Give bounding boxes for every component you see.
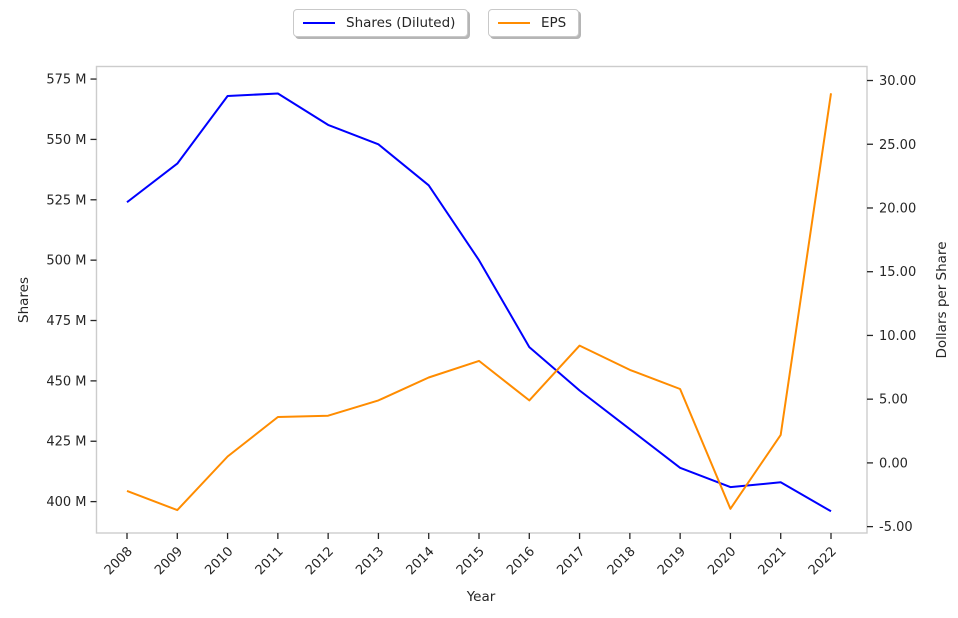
x-axis-label: Year: [466, 589, 496, 605]
y-right-tick-label: -5.00: [879, 520, 913, 535]
y-left-tick-label: 500 M: [46, 254, 86, 269]
x-tick-label: 2013: [353, 544, 387, 578]
legend-label-shares: Shares (Diluted): [346, 15, 456, 31]
x-tick-label: 2021: [756, 544, 790, 578]
x-tick-label: 2016: [504, 544, 538, 578]
y-left-tick-label: 400 M: [46, 495, 86, 510]
legend-item-eps: EPS: [488, 9, 580, 37]
x-tick-label: 2010: [202, 544, 236, 578]
x-tick-label: 2014: [404, 544, 438, 578]
x-tick-label: 2015: [454, 544, 488, 578]
x-tick-label: 2022: [806, 544, 840, 578]
y-axis-label-left: Shares: [16, 277, 32, 323]
x-tick-label: 2019: [655, 544, 689, 578]
y-right-tick-label: 25.00: [879, 138, 916, 153]
y-left-tick-label: 525 M: [46, 193, 86, 208]
y-right-tick-label: 5.00: [879, 393, 908, 408]
eps-line: [126, 93, 832, 512]
x-tick-label: 2018: [605, 544, 639, 578]
y-left-tick-label: 450 M: [46, 374, 86, 389]
plot-border: [95, 65, 868, 534]
legend-line-sample-shares: [303, 21, 335, 25]
x-tick-label: 2009: [152, 544, 186, 578]
y-left-tick-label: 425 M: [46, 435, 86, 450]
y-right-tick-label: 10.00: [879, 329, 916, 344]
shares-line: [126, 92, 832, 513]
x-tick-label: 2020: [705, 544, 739, 578]
y-right-tick-label: 20.00: [879, 201, 916, 216]
x-tick-label: 2011: [253, 544, 287, 578]
x-tick-label: 2017: [554, 544, 588, 578]
y-right-tick-label: 30.00: [879, 74, 916, 89]
y-left-tick-label: 575 M: [46, 73, 86, 88]
legend-line-sample-eps: [498, 21, 530, 25]
x-tick-label: 2008: [102, 544, 136, 578]
y-left-tick-label: 550 M: [46, 133, 86, 148]
x-tick-label: 2012: [303, 544, 337, 578]
y-right-tick-label: 15.00: [879, 265, 916, 280]
legend-label-eps: EPS: [541, 15, 567, 31]
y-left-tick-label: 475 M: [46, 314, 86, 329]
y-right-tick-label: 0.00: [879, 456, 908, 471]
legend-item-shares: Shares (Diluted): [293, 9, 469, 37]
y-axis-label-right: Dollars per Share: [934, 242, 950, 359]
